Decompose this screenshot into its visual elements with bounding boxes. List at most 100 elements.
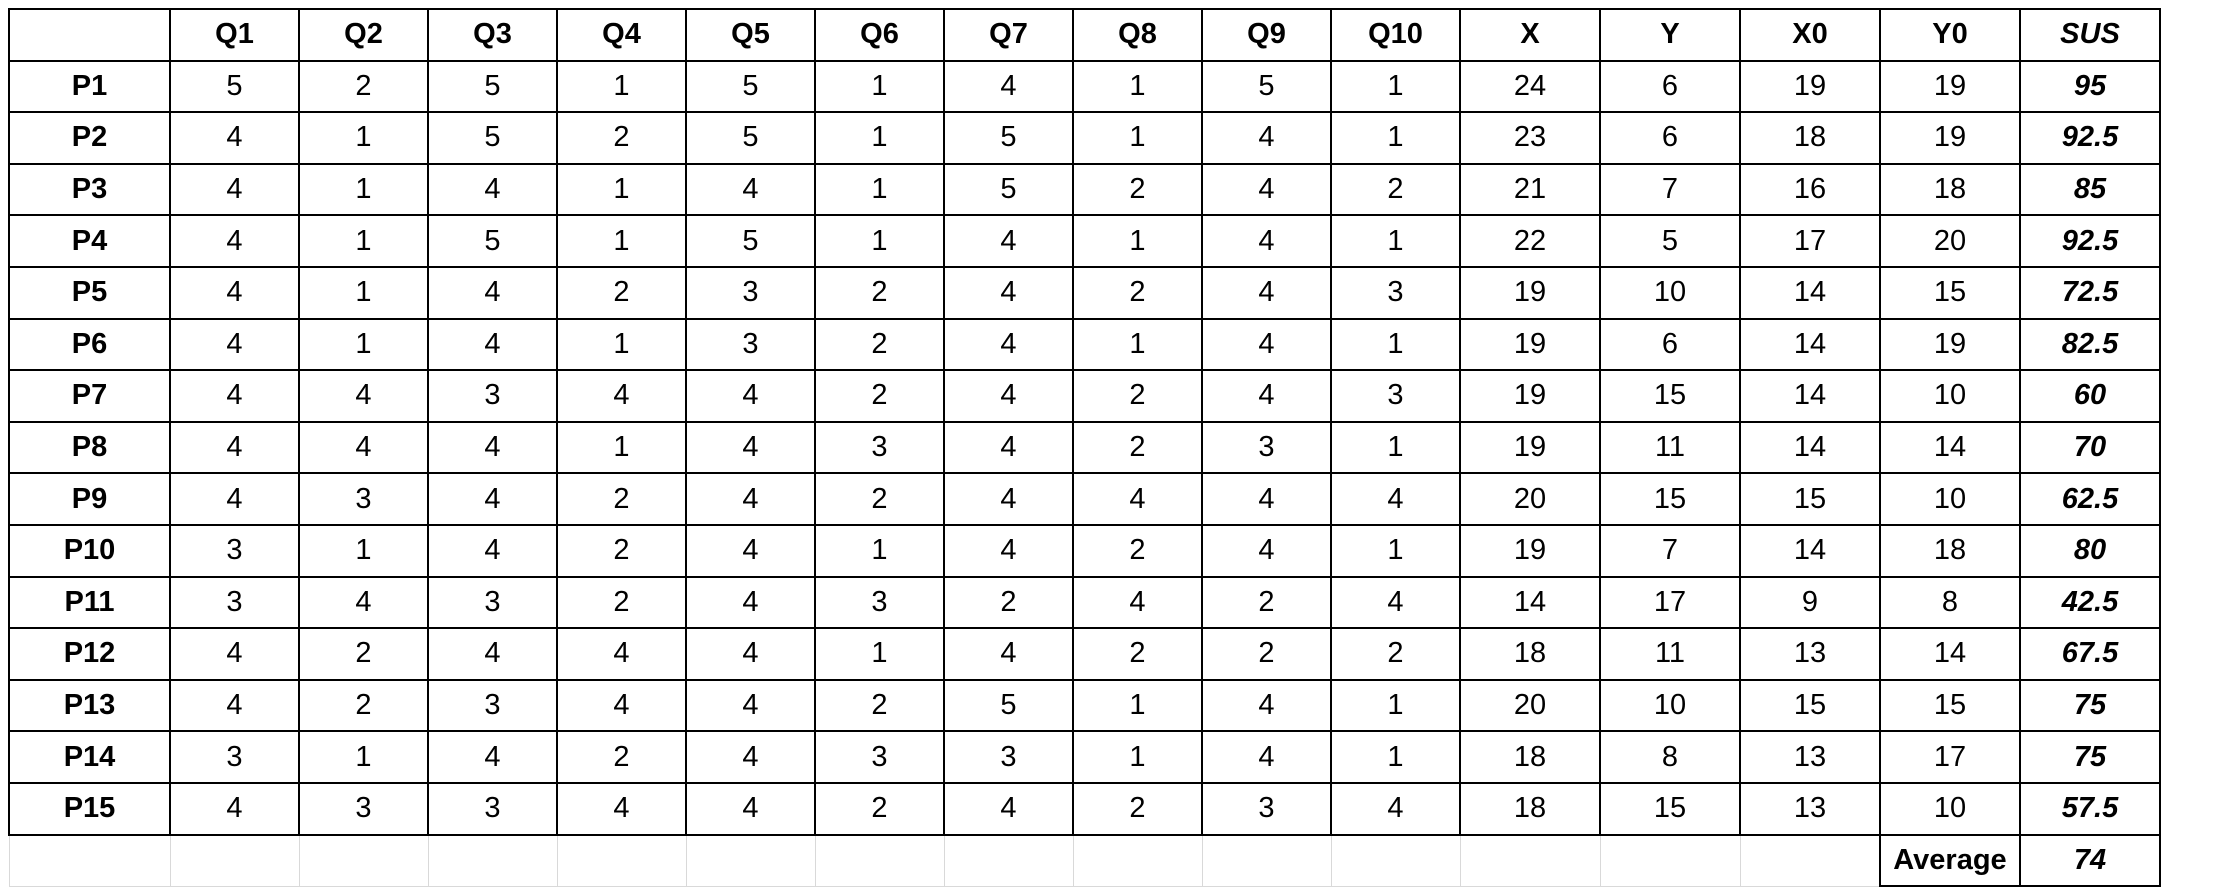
score-cell[interactable]: 20 <box>1459 678 1601 733</box>
score-cell[interactable]: 6 <box>1599 317 1741 372</box>
score-cell[interactable]: 2 <box>556 265 687 320</box>
score-cell[interactable]: 8 <box>1599 730 1741 784</box>
score-cell[interactable]: 19 <box>1879 317 2021 372</box>
score-cell[interactable]: 3 <box>814 575 945 630</box>
sus-score-cell[interactable]: 67.5 <box>2019 627 2161 681</box>
score-cell[interactable]: 1 <box>1072 111 1203 165</box>
score-cell[interactable]: 2 <box>298 627 429 681</box>
participant-label-cell[interactable]: P4 <box>8 214 171 268</box>
score-cell[interactable]: 4 <box>685 523 816 578</box>
score-cell[interactable]: 3 <box>685 317 816 372</box>
score-cell[interactable]: 4 <box>169 369 300 423</box>
score-cell[interactable]: 4 <box>1201 111 1332 165</box>
score-cell[interactable]: 4 <box>169 111 300 165</box>
score-cell[interactable]: 15 <box>1739 678 1881 733</box>
empty-cell[interactable] <box>1459 833 1601 887</box>
score-cell[interactable]: 4 <box>298 575 429 630</box>
score-cell[interactable]: 5 <box>943 678 1074 733</box>
score-cell[interactable]: 23 <box>1459 111 1601 165</box>
score-cell[interactable]: 15 <box>1599 781 1741 836</box>
score-cell[interactable]: 3 <box>169 523 300 578</box>
score-cell[interactable]: 3 <box>427 369 558 423</box>
score-cell[interactable]: 4 <box>427 523 558 578</box>
participant-label-cell[interactable]: P1 <box>8 59 171 114</box>
header-cell-q1[interactable]: Q1 <box>169 8 300 62</box>
score-cell[interactable]: 19 <box>1459 420 1601 475</box>
score-cell[interactable]: 2 <box>1072 523 1203 578</box>
score-cell[interactable]: 7 <box>1599 162 1741 217</box>
score-cell[interactable]: 1 <box>814 59 945 114</box>
score-cell[interactable]: 2 <box>814 678 945 733</box>
sus-score-cell[interactable]: 75 <box>2019 730 2161 784</box>
score-cell[interactable]: 15 <box>1879 265 2021 320</box>
score-cell[interactable]: 4 <box>685 575 816 630</box>
header-cell-q5[interactable]: Q5 <box>685 8 816 62</box>
score-cell[interactable]: 7 <box>1599 523 1741 578</box>
sus-score-cell[interactable]: 62.5 <box>2019 472 2161 526</box>
empty-cell[interactable] <box>1072 833 1203 887</box>
score-cell[interactable]: 4 <box>556 678 687 733</box>
score-cell[interactable]: 4 <box>943 369 1074 423</box>
empty-cell[interactable] <box>1599 833 1741 887</box>
empty-cell[interactable] <box>685 833 816 887</box>
score-cell[interactable]: 1 <box>1072 730 1203 784</box>
score-cell[interactable]: 14 <box>1739 317 1881 372</box>
score-cell[interactable]: 15 <box>1739 472 1881 526</box>
score-cell[interactable]: 4 <box>943 214 1074 268</box>
sus-score-cell[interactable]: 60 <box>2019 369 2161 423</box>
score-cell[interactable]: 20 <box>1879 214 2021 268</box>
score-cell[interactable]: 2 <box>556 472 687 526</box>
score-cell[interactable]: 1 <box>556 162 687 217</box>
score-cell[interactable]: 4 <box>169 627 300 681</box>
header-cell-q6[interactable]: Q6 <box>814 8 945 62</box>
empty-cell[interactable] <box>556 833 687 887</box>
score-cell[interactable]: 18 <box>1459 730 1601 784</box>
score-cell[interactable]: 4 <box>943 265 1074 320</box>
score-cell[interactable]: 14 <box>1739 420 1881 475</box>
score-cell[interactable]: 4 <box>685 369 816 423</box>
header-cell-q3[interactable]: Q3 <box>427 8 558 62</box>
score-cell[interactable]: 4 <box>943 472 1074 526</box>
score-cell[interactable]: 4 <box>943 627 1074 681</box>
score-cell[interactable]: 21 <box>1459 162 1601 217</box>
score-cell[interactable]: 13 <box>1739 730 1881 784</box>
sus-score-cell[interactable]: 75 <box>2019 678 2161 733</box>
score-cell[interactable]: 4 <box>943 59 1074 114</box>
participant-label-cell[interactable]: P7 <box>8 369 171 423</box>
score-cell[interactable]: 20 <box>1459 472 1601 526</box>
score-cell[interactable]: 13 <box>1739 627 1881 681</box>
sus-score-cell[interactable]: 80 <box>2019 523 2161 578</box>
score-cell[interactable]: 5 <box>169 59 300 114</box>
score-cell[interactable]: 3 <box>1201 420 1332 475</box>
corner-cell[interactable] <box>8 8 171 62</box>
sus-score-cell[interactable]: 72.5 <box>2019 265 2161 320</box>
score-cell[interactable]: 4 <box>427 420 558 475</box>
score-cell[interactable]: 22 <box>1459 214 1601 268</box>
score-cell[interactable]: 2 <box>814 472 945 526</box>
score-cell[interactable]: 1 <box>556 420 687 475</box>
score-cell[interactable]: 3 <box>1201 781 1332 836</box>
score-cell[interactable]: 1 <box>298 730 429 784</box>
score-cell[interactable]: 2 <box>298 59 429 114</box>
score-cell[interactable]: 4 <box>943 317 1074 372</box>
score-cell[interactable]: 5 <box>1599 214 1741 268</box>
score-cell[interactable]: 4 <box>169 317 300 372</box>
score-cell[interactable]: 18 <box>1879 162 2021 217</box>
score-cell[interactable]: 1 <box>298 162 429 217</box>
score-cell[interactable]: 17 <box>1739 214 1881 268</box>
score-cell[interactable]: 2 <box>1072 369 1203 423</box>
score-cell[interactable]: 19 <box>1879 59 2021 114</box>
score-cell[interactable]: 24 <box>1459 59 1601 114</box>
score-cell[interactable]: 13 <box>1739 781 1881 836</box>
score-cell[interactable]: 4 <box>427 162 558 217</box>
score-cell[interactable]: 4 <box>298 369 429 423</box>
score-cell[interactable]: 10 <box>1879 369 2021 423</box>
score-cell[interactable]: 3 <box>685 265 816 320</box>
sus-score-cell[interactable]: 57.5 <box>2019 781 2161 836</box>
empty-cell[interactable] <box>814 833 945 887</box>
header-cell-q7[interactable]: Q7 <box>943 8 1074 62</box>
score-cell[interactable]: 1 <box>298 523 429 578</box>
header-cell-q10[interactable]: Q10 <box>1330 8 1461 62</box>
score-cell[interactable]: 4 <box>169 781 300 836</box>
score-cell[interactable]: 4 <box>943 420 1074 475</box>
